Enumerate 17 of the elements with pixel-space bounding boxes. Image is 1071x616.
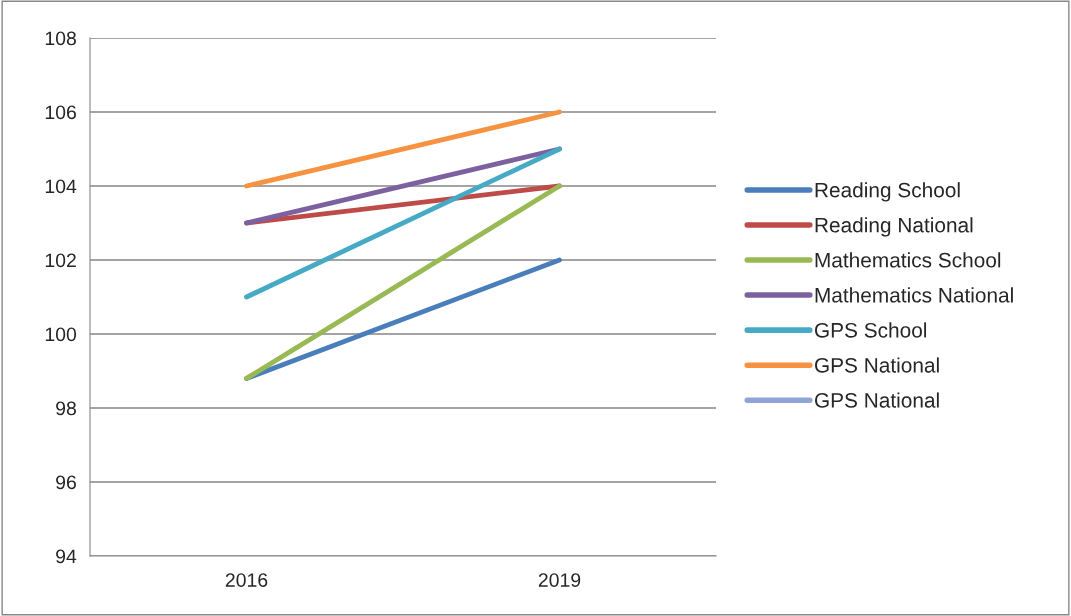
y-tick-label: 106 [45, 105, 76, 120]
y-tick-label: 100 [45, 327, 77, 342]
y-tick-label: 108 [45, 31, 76, 46]
x-tick-label: 2019 [538, 573, 581, 587]
x-tick-label: 2016 [225, 573, 268, 587]
legend-label: GPS National [814, 357, 939, 373]
y-tick-label: 104 [45, 179, 77, 194]
legend-label: GPS School [814, 322, 927, 338]
y-tick-label: 98 [56, 401, 76, 416]
y-tick-label: 94 [56, 549, 77, 564]
legend-label: GPS National [814, 392, 939, 408]
legend-label: Reading National [815, 217, 973, 237]
legend-label: Mathematics School [815, 252, 1001, 268]
legend-label: Mathematics National [815, 287, 1013, 303]
legend-label: Reading School [815, 182, 960, 202]
y-tick-label: 96 [56, 475, 76, 490]
y-tick-label: 102 [45, 253, 76, 268]
